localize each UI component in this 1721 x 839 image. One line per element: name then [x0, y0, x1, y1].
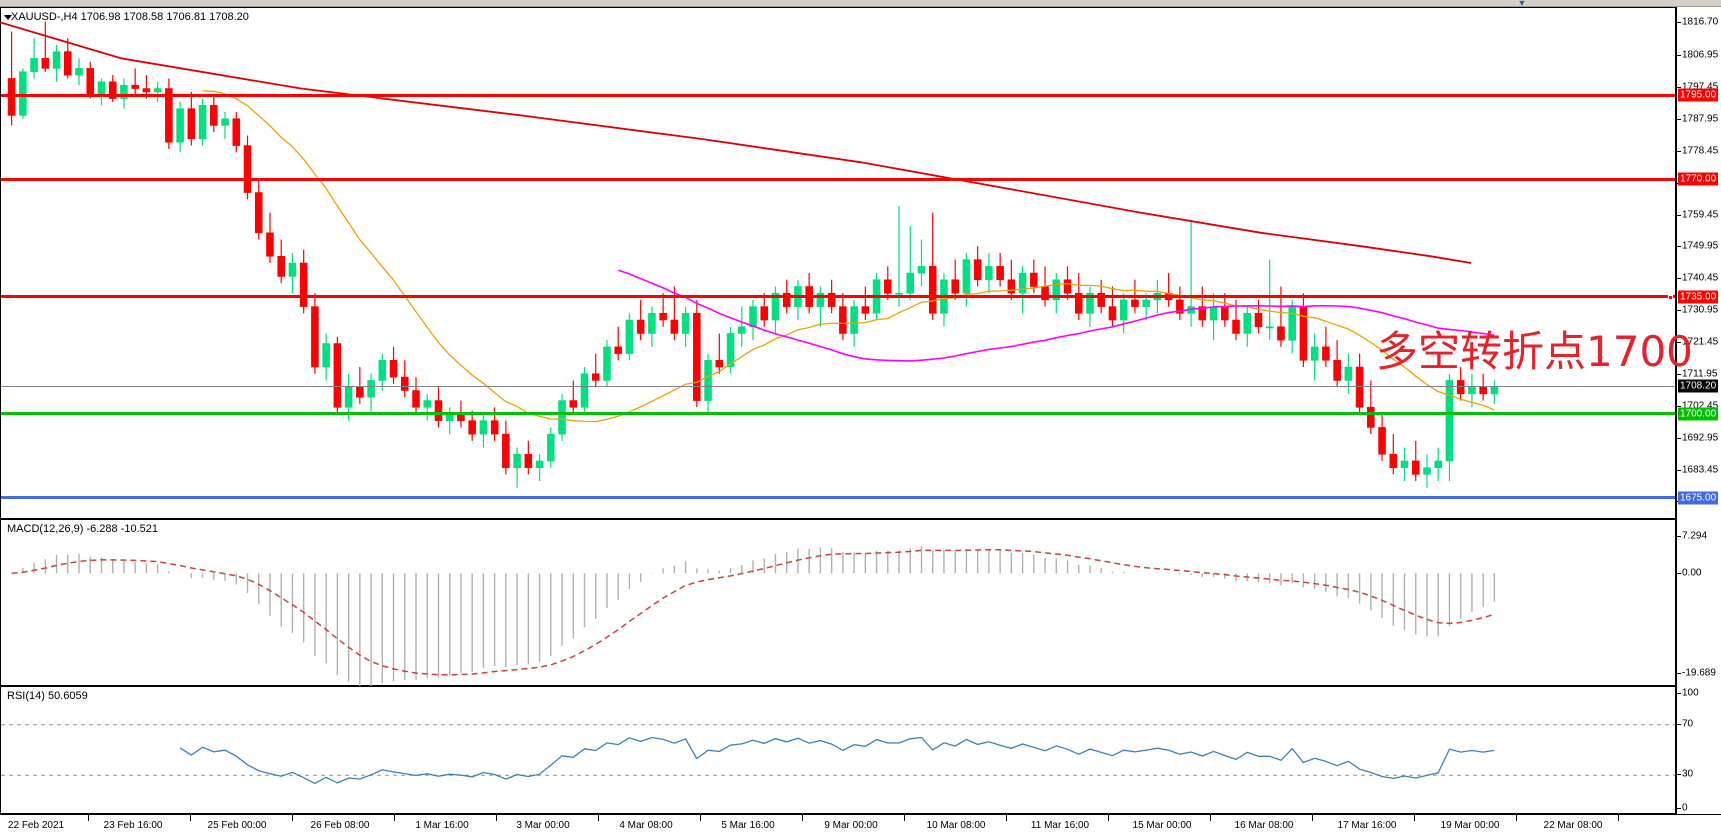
rsi-axis[interactable]: 100 70 30 0 [1676, 686, 1721, 814]
time-axis-separator [1414, 815, 1415, 821]
rsi-axis-label: 70 [1682, 718, 1694, 730]
level-line-resistance-1795[interactable] [1, 93, 1675, 97]
price-axis-label: 1797.45 [1682, 81, 1719, 93]
time-axis-separator [700, 815, 701, 821]
time-axis-label: 4 Mar 08:00 [619, 820, 673, 831]
macd-axis-label: -19.689 [1682, 667, 1716, 679]
time-axis-separator [190, 815, 191, 821]
time-axis-separator [88, 815, 89, 821]
price-axis-label: 1730.95 [1682, 304, 1719, 316]
price-badge[interactable]: 1708.20 [1678, 379, 1719, 393]
price-axis-label: 1749.95 [1682, 240, 1719, 252]
macd-canvas [11, 546, 1496, 687]
price-axis-label: 1787.95 [1682, 113, 1719, 125]
time-axis-label: 22 Feb 2021 [7, 820, 65, 831]
time-axis-separator [802, 815, 803, 821]
rsi-title: RSI(14) 50.6059 [7, 690, 88, 702]
time-axis-separator [394, 815, 395, 821]
rsi-canvas [1, 724, 1675, 785]
macd-axis-label: 0.00 [1682, 567, 1702, 579]
time-axis-separator [904, 815, 905, 821]
time-axis-label: 1 Mar 16:00 [415, 820, 469, 831]
level-handle[interactable] [1668, 294, 1673, 300]
level-line-support-1700[interactable] [1, 412, 1675, 416]
time-axis-label: 5 Mar 16:00 [721, 820, 775, 831]
time-axis-separator [1006, 815, 1007, 821]
price-axis-label: 1759.45 [1682, 209, 1719, 221]
time-axis-label: 11 Mar 16:00 [1030, 820, 1090, 831]
time-axis[interactable]: 22 Feb 2021 23 Feb 16:00 25 Feb 00:00 26 Fe… [0, 814, 1721, 839]
price-chart-canvas [0, 21, 1499, 488]
time-axis-label: 26 Feb 08:00 [310, 820, 370, 831]
time-axis-label: 25 Feb 00:00 [207, 820, 267, 831]
time-axis-label: 17 Mar 16:00 [1337, 820, 1397, 831]
time-axis-separator [496, 815, 497, 821]
price-axis-label: 1778.45 [1682, 145, 1719, 157]
time-axis-label: 3 Mar 00:00 [516, 820, 570, 831]
window-toolbar [0, 0, 1721, 7]
time-axis-label: 10 Mar 08:00 [926, 820, 986, 831]
time-axis-separator [1312, 815, 1313, 821]
time-axis-label: 22 Mar 08:00 [1543, 820, 1603, 831]
price-badge[interactable]: 1700.00 [1678, 407, 1719, 421]
level-line-resistance-1770[interactable] [1, 177, 1675, 181]
time-axis-label: 16 Mar 08:00 [1234, 820, 1294, 831]
rsi-axis-label: 0 [1682, 802, 1688, 814]
rsi-axis-label: 30 [1682, 768, 1694, 780]
chart-title: XAUUSD-,H4 1706.98 1708.58 1706.81 1708.… [11, 11, 249, 23]
chart-annotation-text: 多空转折点1700 [1376, 327, 1693, 376]
price-axis-label: 1721.45 [1682, 336, 1719, 348]
chevron-down-icon[interactable]: ▼ [1517, 0, 1527, 8]
price-badge[interactable]: 1675.00 [1678, 491, 1719, 505]
price-axis-label: 1702.45 [1682, 400, 1719, 412]
time-axis-separator [1210, 815, 1211, 821]
time-axis-label: 15 Mar 00:00 [1132, 820, 1192, 831]
price-badge[interactable]: 1795.00 [1678, 88, 1719, 102]
price-axis-label: 1692.95 [1682, 432, 1719, 444]
triangle-down-icon[interactable] [4, 15, 12, 20]
price-axis-label: 1816.70 [1682, 16, 1719, 28]
price-axis-label: 1683.45 [1682, 464, 1719, 476]
price-axis-label: 1806.95 [1682, 49, 1719, 61]
macd-title: MACD(12,26,9) -6.288 -10.521 [7, 523, 159, 535]
rsi-pane[interactable]: RSI(14) 50.6059 [0, 686, 1676, 814]
time-axis-separator [1108, 815, 1109, 821]
time-axis-label: 23 Feb 16:00 [103, 820, 163, 831]
time-axis-separator [292, 815, 293, 821]
price-axis-label: 1711.95 [1682, 368, 1718, 380]
rsi-axis-label: 100 [1682, 687, 1699, 699]
macd-axis-label: 7.294 [1682, 530, 1708, 542]
level-line-support-1675[interactable] [1, 496, 1675, 500]
time-axis-separator [598, 815, 599, 821]
level-line-current-price-1708[interactable] [1, 385, 1675, 387]
macd-axis[interactable]: 7.294 0.00 -19.689 [1676, 519, 1721, 686]
price-badge[interactable]: 1770.00 [1678, 172, 1719, 186]
time-axis-separator [1618, 815, 1619, 821]
price-axis[interactable]: 1816.701806.951797.451787.951778.451768.… [1676, 7, 1721, 519]
macd-pane[interactable]: MACD(12,26,9) -6.288 -10.521 [0, 519, 1676, 687]
price-chart-pane[interactable]: XAUUSD-,H4 1706.98 1708.58 1706.81 1708.… [0, 7, 1693, 519]
time-axis-separator [1516, 815, 1517, 821]
price-badge[interactable]: 1735.00 [1678, 290, 1719, 304]
time-axis-label: 9 Mar 00:00 [824, 820, 878, 831]
level-line-resistance-1735[interactable] [1, 295, 1675, 299]
time-axis-label: 19 Mar 00:00 [1440, 820, 1500, 831]
price-axis-label: 1740.45 [1682, 272, 1719, 284]
